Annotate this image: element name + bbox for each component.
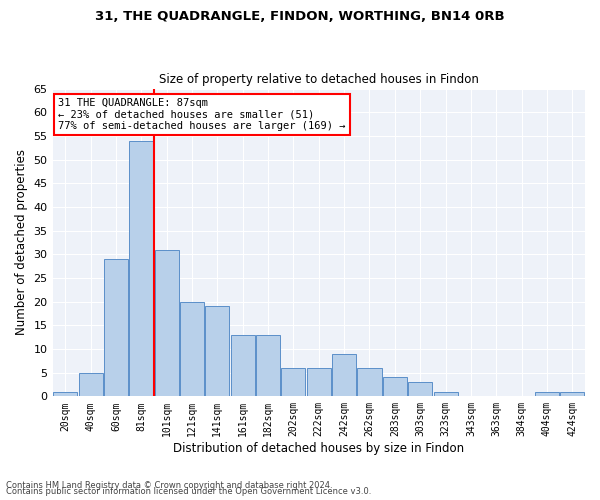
Bar — [180, 302, 204, 396]
Y-axis label: Number of detached properties: Number of detached properties — [15, 150, 28, 336]
Bar — [104, 259, 128, 396]
Bar — [155, 250, 179, 396]
Bar — [53, 392, 77, 396]
Text: 31, THE QUADRANGLE, FINDON, WORTHING, BN14 0RB: 31, THE QUADRANGLE, FINDON, WORTHING, BN… — [95, 10, 505, 23]
Bar — [358, 368, 382, 396]
Bar — [307, 368, 331, 396]
Bar — [205, 306, 229, 396]
Bar — [383, 378, 407, 396]
Bar — [281, 368, 305, 396]
Bar — [560, 392, 584, 396]
Text: 31 THE QUADRANGLE: 87sqm
← 23% of detached houses are smaller (51)
77% of semi-d: 31 THE QUADRANGLE: 87sqm ← 23% of detach… — [58, 98, 346, 131]
Bar — [79, 372, 103, 396]
Bar — [408, 382, 432, 396]
X-axis label: Distribution of detached houses by size in Findon: Distribution of detached houses by size … — [173, 442, 464, 455]
Bar — [332, 354, 356, 397]
Bar — [256, 335, 280, 396]
Bar — [535, 392, 559, 396]
Bar — [230, 335, 255, 396]
Bar — [434, 392, 458, 396]
Text: Contains HM Land Registry data © Crown copyright and database right 2024.: Contains HM Land Registry data © Crown c… — [6, 481, 332, 490]
Bar — [129, 140, 154, 396]
Text: Contains public sector information licensed under the Open Government Licence v3: Contains public sector information licen… — [6, 487, 371, 496]
Title: Size of property relative to detached houses in Findon: Size of property relative to detached ho… — [159, 73, 479, 86]
